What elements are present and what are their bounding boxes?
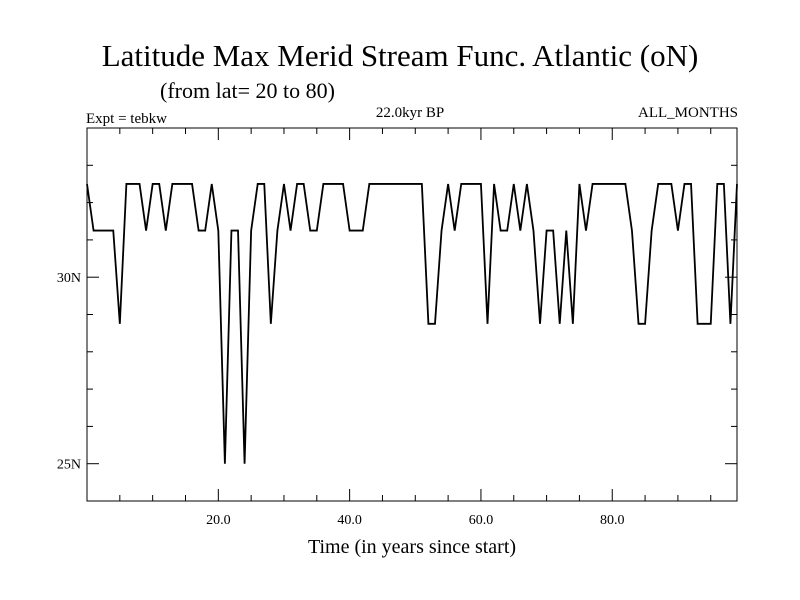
x-axis-label: Time (in years since start) (307, 536, 517, 558)
axis-tick-labels: 20.0 40.0 60.0 80.0 25N 30N (57, 271, 625, 528)
chart-subtitle: (from lat= 20 to 80) (160, 78, 335, 103)
experiment-label: Expt = tebkw (86, 111, 167, 127)
series-group (86, 183, 738, 464)
x-tick-label: 20.0 (206, 513, 231, 528)
y-tick-label: 25N (57, 458, 81, 473)
x-tick-label: 40.0 (337, 513, 362, 528)
x-tick-label: 60.0 (469, 513, 494, 528)
period-label: 22.0kyr BP (375, 105, 445, 121)
chart-title: Latitude Max Merid Stream Func. Atlantic… (101, 38, 699, 73)
y-tick-label: 30N (57, 271, 81, 286)
series-line (86, 183, 738, 464)
months-label: ALL_MONTHS (638, 105, 738, 121)
axis-ticks (87, 128, 737, 501)
x-tick-label: 80.0 (600, 513, 625, 528)
